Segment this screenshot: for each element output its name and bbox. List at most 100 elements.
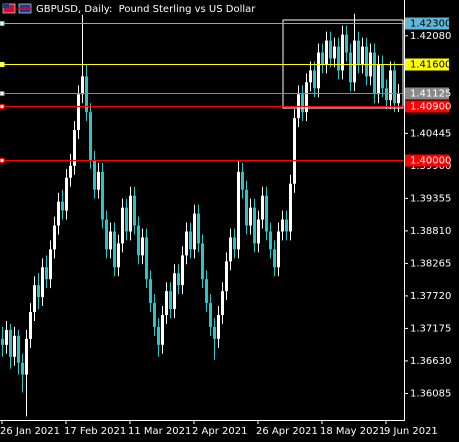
candle-body <box>141 237 144 256</box>
candle-body <box>253 207 256 244</box>
candle-body <box>153 303 156 327</box>
candle-body <box>389 70 392 101</box>
candle-body <box>289 183 292 232</box>
candle-body <box>309 70 312 83</box>
candle-body <box>33 285 36 313</box>
candle-body <box>265 195 268 232</box>
candle-body <box>317 52 320 89</box>
x-tick-label: 17 Feb 2021 <box>64 426 126 437</box>
candle-body <box>93 159 96 190</box>
candle-body <box>81 76 84 95</box>
candle-body <box>121 207 124 244</box>
candle-body <box>57 201 60 226</box>
candle-body <box>345 34 348 53</box>
level-label: 1.40900 <box>410 102 451 113</box>
x-tick-label: 9 Jun 2021 <box>384 426 438 437</box>
candle-body <box>353 40 356 83</box>
candle-body <box>169 291 172 310</box>
candle-body <box>185 231 188 256</box>
level-marker <box>0 21 5 26</box>
y-tick-label: 1.36630 <box>410 356 451 367</box>
candle-body <box>21 362 24 375</box>
candle-body <box>213 326 216 339</box>
candle-body <box>129 195 132 232</box>
candle-body <box>97 171 100 190</box>
candle-body <box>101 171 104 220</box>
y-tick-label: 1.38810 <box>410 226 451 237</box>
candle-body <box>125 207 128 232</box>
level-label-box <box>405 17 449 30</box>
candle-body <box>233 237 236 250</box>
candle-body <box>1 338 4 345</box>
candle-body <box>285 219 288 232</box>
candle-body <box>357 40 360 65</box>
candle-body <box>157 326 160 345</box>
x-tick-label: 26 Jan 2021 <box>0 426 60 437</box>
y-tick-label: 1.36085 <box>410 388 451 399</box>
candle-body <box>161 315 164 345</box>
candle-body <box>209 303 212 327</box>
candle-body <box>373 52 376 95</box>
candle-body <box>277 231 280 268</box>
candle-body <box>65 177 68 211</box>
candle-body <box>397 93 400 104</box>
candle-body <box>273 249 276 268</box>
candle-body <box>261 195 264 220</box>
candle-body <box>229 237 232 262</box>
candle-body <box>237 171 240 250</box>
candle-body <box>77 94 80 131</box>
flag-icons <box>2 3 32 14</box>
y-tick-label: 1.37175 <box>410 323 451 334</box>
candle-body <box>197 213 200 244</box>
candle-body <box>73 130 76 166</box>
candle-body <box>281 219 284 232</box>
candle-body <box>337 46 340 71</box>
candle-body <box>189 231 192 250</box>
candle-body <box>145 237 148 280</box>
candle-body <box>325 40 328 65</box>
candle-body <box>241 171 244 190</box>
candle-body <box>29 312 32 339</box>
candle-body <box>377 64 380 95</box>
x-tick-label: 11 Mar 2021 <box>128 426 191 437</box>
candle-body <box>5 329 8 345</box>
level-marker <box>0 91 5 96</box>
level-label-box <box>405 154 449 167</box>
candle-body <box>109 231 112 250</box>
chart-title: GBPUSD, Daily: Pound Sterling vs US Doll… <box>36 4 256 15</box>
candle-body <box>117 243 120 268</box>
y-tick-label: 1.37720 <box>410 291 451 302</box>
candle-body <box>37 285 40 298</box>
candle-body <box>181 255 184 286</box>
candle-body <box>173 273 176 310</box>
candle-body <box>41 267 44 298</box>
candle-body <box>25 338 28 375</box>
candle-body <box>89 112 92 160</box>
candle-body <box>69 165 72 178</box>
candle-body <box>85 76 88 113</box>
flag-icon <box>3 4 9 8</box>
candle-body <box>249 207 252 226</box>
candle-body <box>177 273 180 286</box>
candle-body <box>329 40 332 59</box>
candle-body <box>385 88 388 101</box>
y-tick-label: 1.38265 <box>410 258 451 269</box>
candle-body <box>45 267 48 280</box>
level-label: 1.42300 <box>410 19 451 30</box>
candle-body <box>13 335 16 357</box>
level-label: 1.41125 <box>410 89 451 100</box>
level-marker <box>0 158 5 163</box>
candle-body <box>293 118 296 184</box>
candle-body <box>349 52 352 83</box>
candle-body <box>205 279 208 304</box>
x-tick-label: 18 May 2021 <box>320 426 385 437</box>
candle-body <box>17 335 20 363</box>
candle-body <box>305 82 308 113</box>
candle-body <box>105 219 108 250</box>
level-marker <box>0 62 5 67</box>
candle-body <box>137 225 140 256</box>
candle-body <box>313 70 316 89</box>
candle-body <box>321 52 324 65</box>
candle-body <box>381 64 384 89</box>
